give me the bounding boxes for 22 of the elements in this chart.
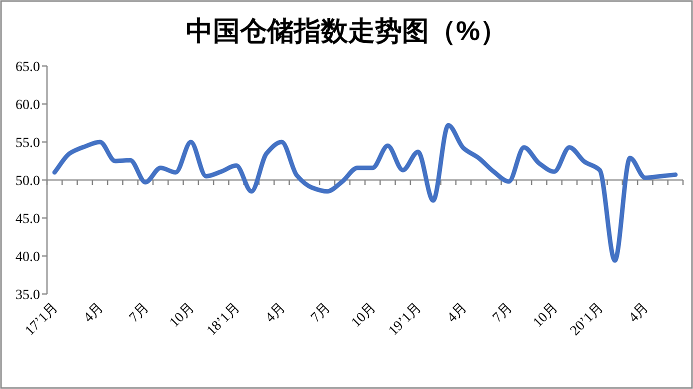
x-tick-label: 7月 [308, 300, 334, 326]
x-tick-label: 7月 [490, 300, 516, 326]
x-tick-label: 10月 [348, 300, 380, 331]
x-tick-label: 4月 [263, 300, 289, 326]
y-tick-label: 50.0 [16, 174, 40, 189]
y-tick-label: 60.0 [16, 98, 40, 113]
y-tick-label: 35.0 [16, 288, 40, 303]
x-tick-label: 4月 [626, 300, 652, 326]
x-tick-label: 4月 [81, 300, 107, 326]
y-tick-label: 65.0 [16, 60, 40, 75]
chart-title: 中国仓储指数走势图（%） [186, 16, 508, 46]
y-tick-label: 55.0 [16, 136, 40, 151]
x-tick-label: 17’1月 [22, 300, 62, 339]
y-tick-label: 40.0 [16, 250, 40, 265]
x-tick-label: 4月 [444, 300, 470, 326]
x-tick-label: 18’1月 [204, 300, 244, 339]
x-tick-label: 19’1月 [386, 300, 425, 339]
x-tick-label: 20’1月 [568, 300, 607, 339]
x-tick-label: 7月 [126, 300, 152, 326]
y-tick-label: 45.0 [16, 212, 40, 227]
x-tick-label: 10月 [167, 300, 198, 331]
x-tick-label: 10月 [530, 300, 562, 331]
